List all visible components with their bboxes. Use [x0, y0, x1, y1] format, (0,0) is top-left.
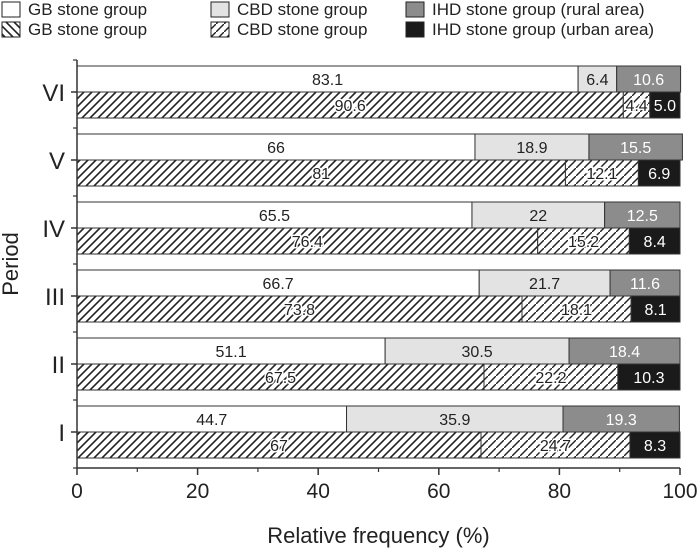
bar-segment: [471, 201, 606, 229]
data-label: 22.2: [535, 370, 566, 387]
bar-segment: [649, 91, 681, 119]
bar-segment: [521, 295, 632, 323]
x-tick-label: 80: [548, 480, 571, 503]
bar-segment: [537, 227, 630, 255]
legend-swatch: [405, 21, 425, 38]
bar-segment: [483, 363, 619, 391]
data-label: 73.8: [284, 302, 315, 319]
bar-segment: [622, 91, 651, 119]
bar-segment: [478, 269, 611, 297]
bar-segment: [568, 337, 681, 365]
bar-segment: [76, 65, 579, 93]
y-tick-label: V: [49, 148, 65, 175]
legend-swatch: [1, 21, 21, 38]
bar-segment: [76, 405, 348, 433]
data-label: 6.4: [586, 72, 608, 89]
legend-label: IHD stone group (urban area): [432, 20, 654, 39]
data-label: 22: [529, 208, 547, 225]
legend-swatch: [405, 1, 425, 18]
bar-segment: [628, 227, 681, 255]
data-label: 15.2: [568, 234, 599, 251]
legend-label: GB stone group: [28, 20, 147, 39]
bar-segment: [562, 405, 680, 433]
data-label: 12.1: [586, 166, 617, 183]
bar-segment: [480, 431, 631, 459]
data-label: 8.4: [644, 234, 666, 251]
data-label: 6.9: [648, 166, 670, 183]
bars: 83.1 6.4 10.6 90.6 4.4 5.0 66 18.9 15.5 81 12.1 6.9…: [76, 65, 683, 459]
y-tick-label: III: [45, 284, 65, 311]
data-label: 51.1: [215, 344, 246, 361]
data-label: 8.1: [644, 302, 666, 319]
bar-segment: [637, 159, 681, 187]
bar-segment: [76, 295, 523, 323]
bar-segment: [577, 65, 618, 93]
legend-label: IHD stone group (rural area): [432, 0, 645, 19]
data-label: 67: [270, 438, 288, 455]
bar-segment: [76, 269, 480, 297]
bar-segment: [474, 133, 590, 161]
data-label: 30.5: [462, 344, 493, 361]
data-label: 10.3: [633, 370, 664, 387]
y-tick-label: II: [52, 352, 65, 379]
y-tick-label: IV: [42, 216, 65, 243]
legend-label: CBD stone group: [237, 20, 367, 39]
data-label: 12.5: [627, 208, 658, 225]
bar-segment: [76, 363, 485, 391]
bar-segment: [630, 295, 681, 323]
data-label: 5.0: [654, 98, 676, 115]
legend-swatch: [210, 21, 230, 38]
x-tick-label: 40: [307, 480, 330, 503]
y-axis-title: Period: [0, 232, 23, 296]
data-label: 66.7: [263, 276, 294, 293]
x-axis-title: Relative frequency (%): [267, 523, 490, 548]
data-label: 19.3: [606, 412, 637, 429]
data-label: 83.1: [312, 72, 343, 89]
bar-segment: [617, 363, 681, 391]
legend-swatch: [1, 1, 21, 18]
data-label: 11.6: [630, 276, 660, 293]
data-label: 18.1: [561, 302, 592, 319]
legend-label: CBD stone group: [237, 0, 367, 19]
data-label: 35.9: [439, 412, 470, 429]
bar-segment: [629, 431, 681, 459]
data-label: 90.6: [335, 98, 366, 115]
data-label: 10.6: [633, 72, 664, 89]
data-label: 66: [267, 140, 285, 157]
data-label: 76.4: [292, 234, 323, 251]
x-tick-label: 100: [662, 480, 697, 503]
data-label: 8.3: [644, 438, 666, 455]
data-label: 44.7: [196, 412, 227, 429]
data-label: 15.5: [620, 140, 651, 157]
x-tick-label: 60: [427, 480, 450, 503]
bar-segment: [76, 431, 482, 459]
y-tick-label: I: [58, 420, 65, 447]
data-label: 18.9: [516, 140, 547, 157]
x-tick-label: 20: [186, 480, 209, 503]
data-label: 67.5: [265, 370, 296, 387]
y-tick-label: VI: [42, 80, 65, 107]
data-label: 4.4: [625, 98, 647, 115]
data-label: 81: [312, 166, 330, 183]
data-label: 21.7: [529, 276, 560, 293]
legend: GB stone group CBD stone group IHD stone g…: [1, 0, 654, 39]
legend-swatch: [210, 1, 230, 18]
bar-segment: [76, 159, 566, 187]
data-label: 65.5: [259, 208, 290, 225]
bar-segment: [609, 269, 681, 297]
data-label: 18.4: [609, 344, 640, 361]
data-label: 24.7: [540, 438, 571, 455]
x-tick-label: 0: [71, 480, 83, 503]
legend-label: GB stone group: [28, 0, 147, 19]
